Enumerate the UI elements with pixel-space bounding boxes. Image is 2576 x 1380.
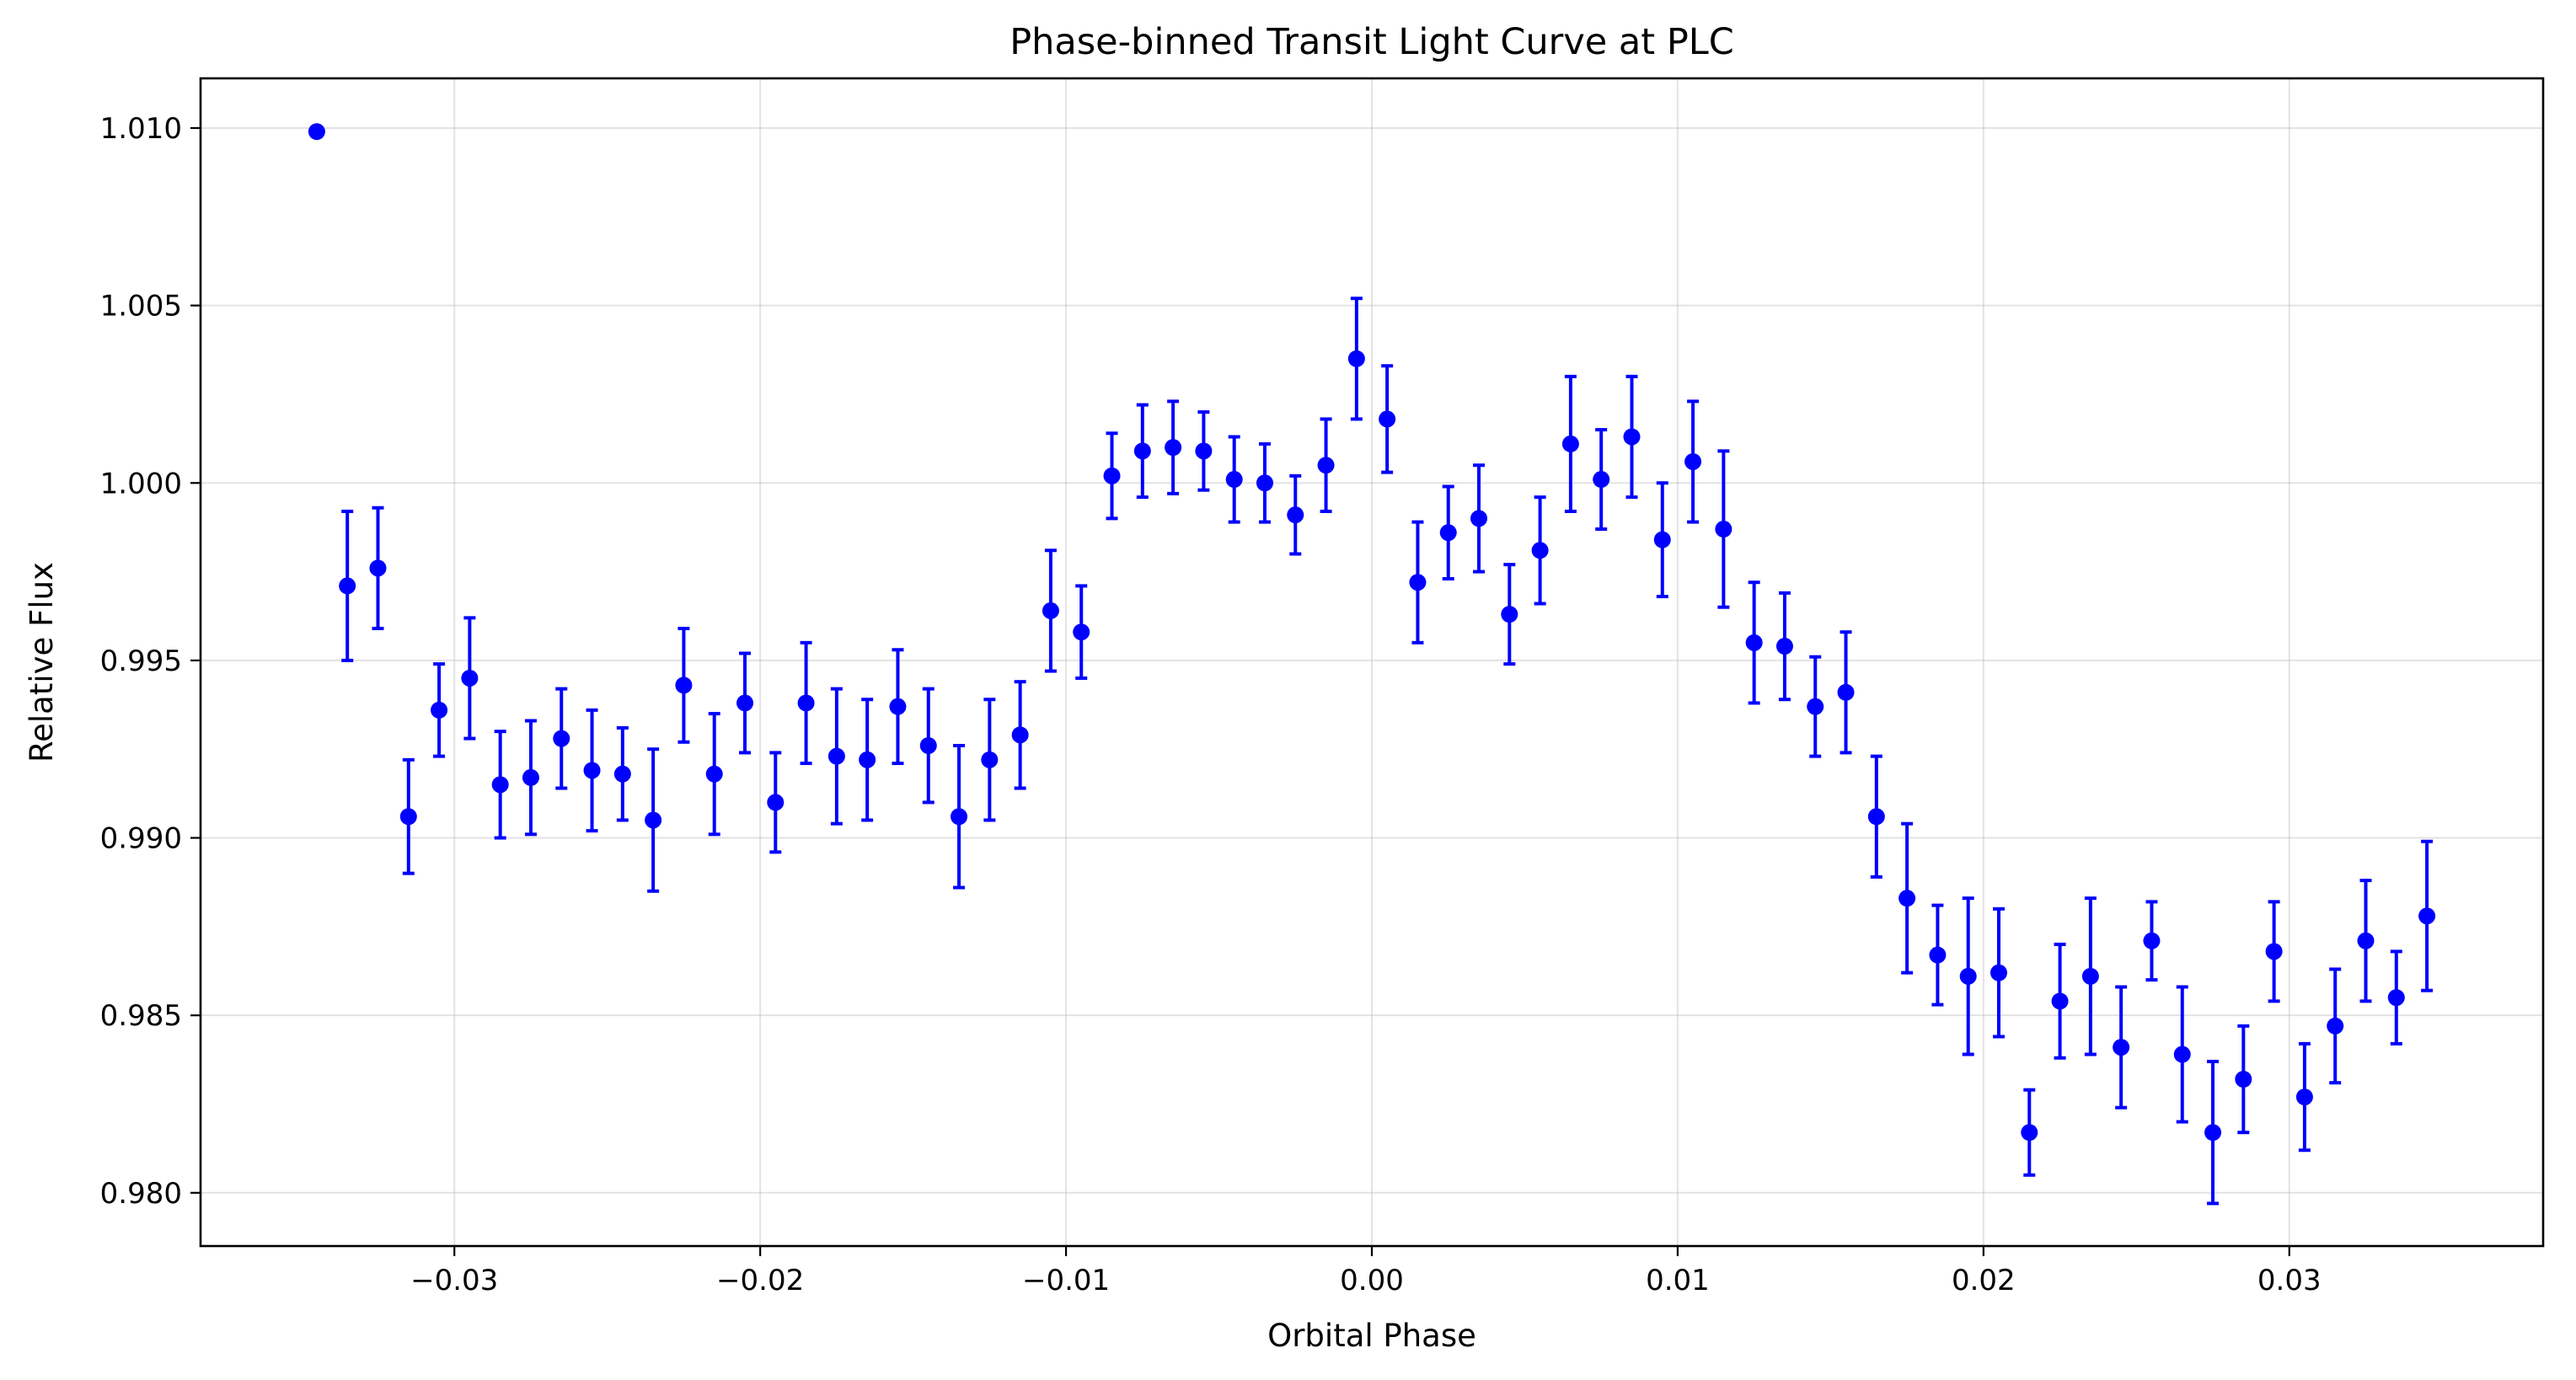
- data-point: [1959, 967, 1977, 985]
- data-point: [369, 559, 387, 577]
- data-point: [2295, 1088, 2313, 1106]
- x-axis: −0.03 −0.02 −0.01 0.00 0.01 0.02 0.03: [410, 1246, 2322, 1297]
- y-tick-label: 0.995: [100, 645, 182, 678]
- grid: [201, 78, 2543, 1246]
- data-point: [2173, 1046, 2191, 1063]
- x-tick-label: 0.00: [1340, 1264, 1404, 1297]
- y-tick-label: 1.000: [100, 467, 182, 500]
- x-tick-label: −0.03: [410, 1264, 498, 1297]
- data-point: [1867, 808, 1885, 826]
- data-point: [2021, 1124, 2038, 1142]
- data-point: [827, 747, 845, 765]
- data-point: [399, 808, 417, 826]
- data-point: [2113, 1039, 2130, 1056]
- data-point: [522, 768, 539, 786]
- data-point: [1837, 683, 1855, 701]
- data-point: [1684, 452, 1702, 470]
- data-point: [2327, 1017, 2344, 1035]
- y-tick-label: 0.990: [100, 822, 182, 856]
- data-point: [1195, 442, 1213, 460]
- x-axis-label: Orbital Phase: [1267, 1318, 1476, 1354]
- data-point: [2387, 989, 2405, 1007]
- x-tick-label: 0.03: [2257, 1264, 2322, 1297]
- data-point: [1531, 542, 1549, 559]
- chart-title: Phase-binned Transit Light Curve at PLC: [1010, 21, 1733, 63]
- data-point: [736, 694, 754, 712]
- data-point: [1133, 442, 1151, 460]
- y-tick-label: 0.980: [100, 1177, 182, 1211]
- data-point: [1439, 524, 1457, 542]
- data-point: [1103, 467, 1121, 484]
- data-point: [1165, 439, 1182, 457]
- y-axis-label: Relative Flux: [24, 562, 60, 762]
- data-points: [308, 123, 2436, 1142]
- data-point: [1256, 474, 1273, 492]
- data-point: [1225, 471, 1243, 489]
- data-point: [1347, 350, 1365, 367]
- data-point: [1775, 638, 1793, 655]
- y-tick-label: 0.985: [100, 999, 182, 1033]
- y-axis: 0.980 0.985 0.990 0.995 1.000 1.005 1.010: [100, 112, 201, 1211]
- data-point: [1593, 471, 1610, 489]
- data-point: [1470, 510, 1488, 527]
- data-point: [431, 701, 448, 719]
- data-point: [889, 698, 907, 715]
- data-point: [339, 577, 356, 595]
- data-point: [645, 811, 662, 829]
- data-point: [675, 677, 693, 694]
- data-point: [1379, 410, 1396, 428]
- data-point: [1990, 964, 2007, 982]
- data-point: [2081, 967, 2099, 985]
- y-tick-label: 1.010: [100, 112, 182, 146]
- data-point: [1715, 521, 1733, 538]
- x-tick-label: 0.02: [1952, 1264, 2016, 1297]
- x-tick-label: −0.02: [716, 1264, 804, 1297]
- data-point: [919, 737, 937, 754]
- data-point: [1929, 946, 1947, 964]
- x-tick-label: 0.01: [1646, 1264, 1710, 1297]
- data-point: [2204, 1124, 2222, 1142]
- data-point: [2143, 932, 2161, 949]
- data-point: [1042, 602, 1059, 619]
- data-point: [1807, 698, 1824, 715]
- data-point: [1011, 726, 1029, 744]
- data-point: [1899, 890, 1916, 907]
- data-point: [613, 765, 631, 783]
- data-point: [2235, 1071, 2252, 1088]
- data-point: [1073, 623, 1090, 641]
- data-point: [2357, 932, 2375, 949]
- data-point: [1561, 435, 1579, 452]
- data-point: [2265, 943, 2283, 960]
- data-point: [767, 794, 785, 811]
- data-point: [797, 694, 815, 712]
- data-point: [951, 808, 968, 826]
- data-point: [2418, 907, 2436, 925]
- data-point: [705, 765, 723, 783]
- data-point: [553, 730, 570, 747]
- data-point: [859, 751, 876, 768]
- data-point: [1745, 634, 1763, 651]
- data-point: [461, 669, 479, 687]
- data-point: [2051, 992, 2069, 1010]
- data-point: [1623, 428, 1641, 446]
- y-tick-label: 1.005: [100, 290, 182, 324]
- data-point: [1287, 506, 1304, 524]
- data-point: [1501, 606, 1518, 623]
- data-point: [491, 776, 509, 794]
- data-point: [1409, 574, 1427, 591]
- data-point: [583, 762, 601, 779]
- data-point: [1653, 531, 1671, 548]
- data-point: [981, 751, 999, 768]
- data-point: [1317, 457, 1335, 474]
- x-tick-label: −0.01: [1022, 1264, 1110, 1297]
- data-point: [308, 123, 325, 141]
